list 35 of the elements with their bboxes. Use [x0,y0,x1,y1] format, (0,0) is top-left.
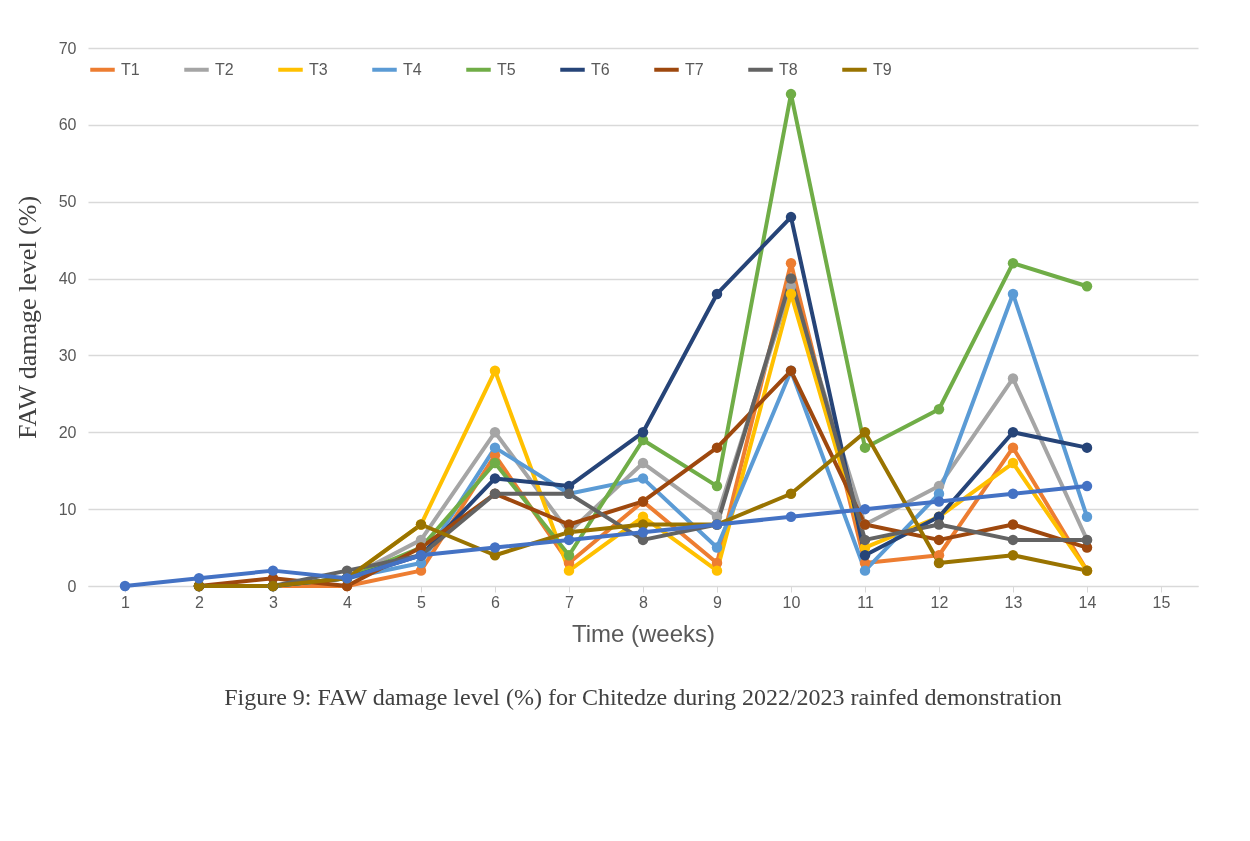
legend-label: T4 [403,60,422,78]
x-tick-label: 15 [1152,593,1171,611]
legend-label: T2 [215,60,234,78]
x-tick-label: 14 [1078,593,1097,611]
y-tick-label: 40 [58,270,77,288]
text: Figure 9: FAW damage level (%) for Chitedze during 2022/2023 rainfed demonstration [224,684,1062,710]
y-tick-label: 10 [58,500,77,518]
legend-label: T3 [309,60,328,78]
y-tick-label: 20 [58,423,77,441]
x-axis-title: Time (weeks) [571,619,716,647]
legend-label: T1 [121,60,140,78]
x-tick-label: 7 [565,593,575,611]
x-tick-label: 10 [782,593,801,611]
y-tick-label: 0 [67,577,77,595]
x-tick-label: 8 [639,593,649,611]
x-tick-label: 9 [713,593,723,611]
legend-label: T9 [873,60,892,78]
x-tick-label: 13 [1004,593,1023,611]
y-tick-label: 60 [58,116,77,134]
y-tick-label: 30 [58,346,77,364]
y-axis-title: FAW damage level (%) [12,195,42,440]
x-tick-label: 6 [491,593,501,611]
legend-label: T6 [591,60,610,78]
x-tick-label: 11 [857,593,874,611]
x-tick-label: 12 [930,593,949,611]
legend-label: T5 [497,60,516,78]
x-tick-label: 1 [121,593,131,611]
legend-label: T7 [685,60,704,78]
x-tick-label: 2 [195,593,205,611]
x-tick-label: 3 [269,593,279,611]
y-tick-label: 70 [58,39,77,57]
y-tick-label: 50 [58,193,77,211]
x-tick-label: 5 [417,593,427,611]
x-tick-label: 4 [343,593,353,611]
legend-label: T8 [779,60,798,78]
